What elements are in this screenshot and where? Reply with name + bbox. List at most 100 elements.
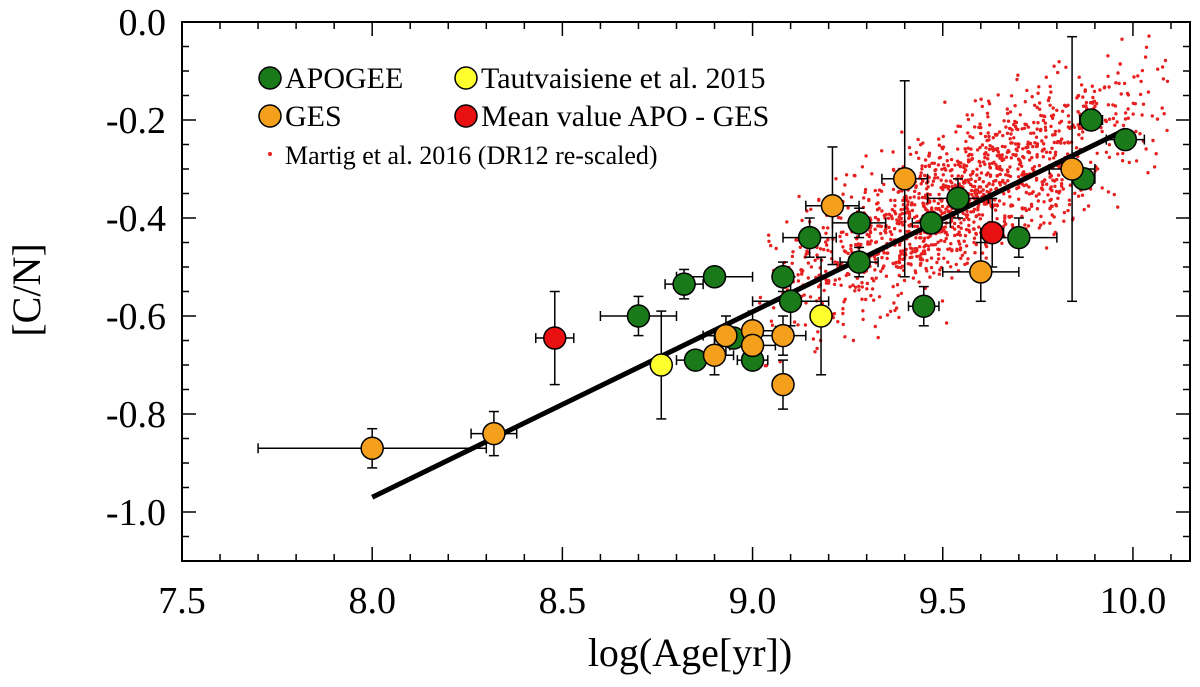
martig-dot xyxy=(940,147,945,151)
martig-dot xyxy=(979,125,983,130)
martig-dot xyxy=(980,143,985,147)
martig-dot xyxy=(905,210,910,214)
martig-dot xyxy=(1050,146,1054,150)
martig-dot xyxy=(841,307,845,311)
martig-dot xyxy=(986,157,990,161)
martig-dot xyxy=(936,163,941,167)
martig-dot xyxy=(845,232,849,237)
martig-dot xyxy=(880,209,884,213)
martig-dot xyxy=(1121,123,1126,128)
martig-dot xyxy=(1029,202,1034,206)
martig-dot xyxy=(1162,112,1166,116)
martig-dot xyxy=(1001,157,1006,162)
legend-circle-marker xyxy=(258,104,282,128)
martig-dot xyxy=(1017,197,1021,201)
x-tick-label: 8.0 xyxy=(348,580,396,622)
martig-dot xyxy=(924,195,928,200)
martig-dot xyxy=(797,194,801,199)
martig-dot xyxy=(1033,103,1037,108)
martig-dot xyxy=(1062,210,1067,215)
martig-dot xyxy=(898,256,902,261)
martig-dot xyxy=(1001,133,1005,138)
martig-dot xyxy=(867,197,871,202)
martig-dot xyxy=(813,258,817,262)
martig-dot xyxy=(875,208,880,212)
martig-dot xyxy=(945,152,949,156)
martig-dot xyxy=(849,195,854,199)
martig-dot xyxy=(923,164,928,169)
martig-dot xyxy=(872,254,876,259)
martig-dot xyxy=(922,204,926,208)
martig-dot xyxy=(1047,96,1052,100)
martig-dot xyxy=(1106,103,1111,107)
martig-dot xyxy=(883,229,887,233)
ges-point xyxy=(740,333,765,358)
martig-dot xyxy=(908,255,912,260)
martig-dot xyxy=(836,215,841,220)
martig-dot xyxy=(898,229,902,233)
martig-dot xyxy=(974,214,978,219)
martig-dot xyxy=(1160,106,1164,110)
martig-dot xyxy=(860,297,864,301)
martig-dot xyxy=(1049,90,1053,94)
martig-dot xyxy=(1066,103,1070,108)
martig-dot xyxy=(975,167,979,171)
martig-dot xyxy=(1042,142,1046,146)
martig-dot xyxy=(970,157,974,162)
martig-dot xyxy=(994,178,998,183)
martig-dot xyxy=(882,182,886,187)
martig-dot xyxy=(1115,120,1119,124)
martig-dot xyxy=(806,276,810,280)
legend-label: Martig et al. 2016 (DR12 re-scaled) xyxy=(285,141,658,170)
martig-dot xyxy=(880,236,884,240)
martig-dot xyxy=(1039,214,1043,219)
martig-dot xyxy=(1005,150,1010,155)
martig-dot xyxy=(1006,173,1011,178)
martig-dot xyxy=(932,199,936,203)
martig-dot xyxy=(931,243,935,247)
martig-dot xyxy=(953,163,957,167)
martig-dot xyxy=(940,167,944,171)
martig-dot xyxy=(975,148,980,152)
martig-dot xyxy=(914,271,918,275)
martig-dot xyxy=(971,136,975,140)
martig-dot xyxy=(978,176,982,180)
martig-dot xyxy=(1127,160,1132,165)
martig-dot xyxy=(824,278,828,282)
martig-dot xyxy=(1100,129,1104,134)
martig-dot xyxy=(1049,185,1053,189)
martig-dot xyxy=(973,125,977,129)
martig-dot xyxy=(1016,175,1021,179)
martig-dot xyxy=(1165,128,1169,133)
martig-dot xyxy=(908,152,913,156)
martig-dot xyxy=(1104,150,1109,154)
martig-dot xyxy=(995,146,1000,151)
y-axis-title: [C/N] xyxy=(4,243,49,336)
martig-dot xyxy=(976,205,980,210)
martig-dot xyxy=(1004,155,1009,159)
martig-dot xyxy=(908,196,912,200)
martig-dot xyxy=(893,204,897,208)
martig-dot xyxy=(1036,91,1040,95)
martig-dot xyxy=(893,198,897,203)
martig-dot xyxy=(972,236,977,240)
martig-dot xyxy=(967,217,971,222)
martig-dot xyxy=(962,165,966,170)
martig-dot xyxy=(880,149,884,153)
martig-dot xyxy=(919,171,923,175)
martig-dot xyxy=(988,166,993,170)
martig-dot xyxy=(922,245,926,249)
martig-dot xyxy=(1146,90,1151,94)
martig-dot xyxy=(801,269,805,273)
martig-dot xyxy=(1010,128,1014,132)
martig-dot xyxy=(937,272,942,276)
martig-dot xyxy=(1067,202,1072,207)
martig-dot xyxy=(944,230,948,235)
martig-dot xyxy=(1034,178,1039,182)
martig-dot xyxy=(1121,151,1125,156)
martig-dot xyxy=(845,271,850,276)
martig-dot xyxy=(933,242,938,247)
martig-dot xyxy=(990,161,995,165)
martig-dot xyxy=(978,217,983,221)
martig-dot xyxy=(1098,88,1102,92)
